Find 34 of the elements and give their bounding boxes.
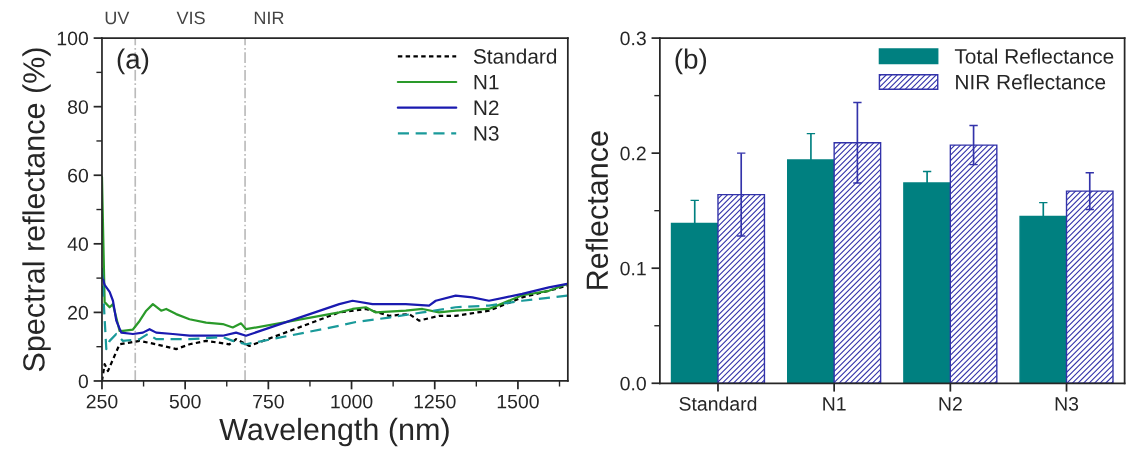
legend-label: N1	[474, 74, 499, 90]
text: NIR	[254, 11, 284, 25]
x-tick-label: 1000	[331, 394, 373, 409]
x-tick-label: N3	[1055, 396, 1079, 411]
x-tick-label: 500	[169, 394, 201, 409]
y-tick-label: 0.1	[620, 261, 646, 276]
x-tick-label: N1	[823, 397, 846, 411]
y-tick-label: 0.0	[620, 376, 646, 391]
y-tick-label: 0.3	[620, 31, 646, 46]
y-tick-label: 80	[68, 100, 89, 114]
legend-label: Standard	[473, 48, 557, 64]
y-tick-label: 0	[78, 374, 89, 389]
y-tick-label: 20	[68, 305, 89, 320]
y-tick-label: 100	[57, 31, 89, 46]
y-tick-label: 40	[67, 237, 89, 252]
annotation: (a)	[117, 48, 149, 75]
text: VIS	[176, 11, 205, 25]
annotation: (b)	[675, 48, 707, 75]
y-tick-label: 60	[68, 168, 89, 183]
legend-label: Total Reflectance	[954, 48, 1114, 64]
legend-label: N3	[474, 126, 499, 141]
y-tick-label: 0.2	[620, 146, 646, 161]
y-axis-title: Spectral reflectance (%)	[22, 48, 51, 372]
x-tick-label: 750	[253, 394, 284, 409]
x-tick-label: 1250	[414, 394, 456, 409]
x-tick-label: N2	[939, 396, 962, 411]
legend-label: N2	[474, 100, 499, 115]
y-axis-title: Reflectance	[585, 131, 609, 289]
text: UV	[105, 11, 130, 25]
x-axis-title: Wavelength (nm)	[219, 417, 449, 447]
x-tick-label: 250	[86, 394, 118, 409]
legend-label: NIR Reflectance	[956, 74, 1106, 90]
x-tick-label: Standard	[679, 396, 757, 411]
x-tick-label: 1500	[497, 394, 539, 409]
